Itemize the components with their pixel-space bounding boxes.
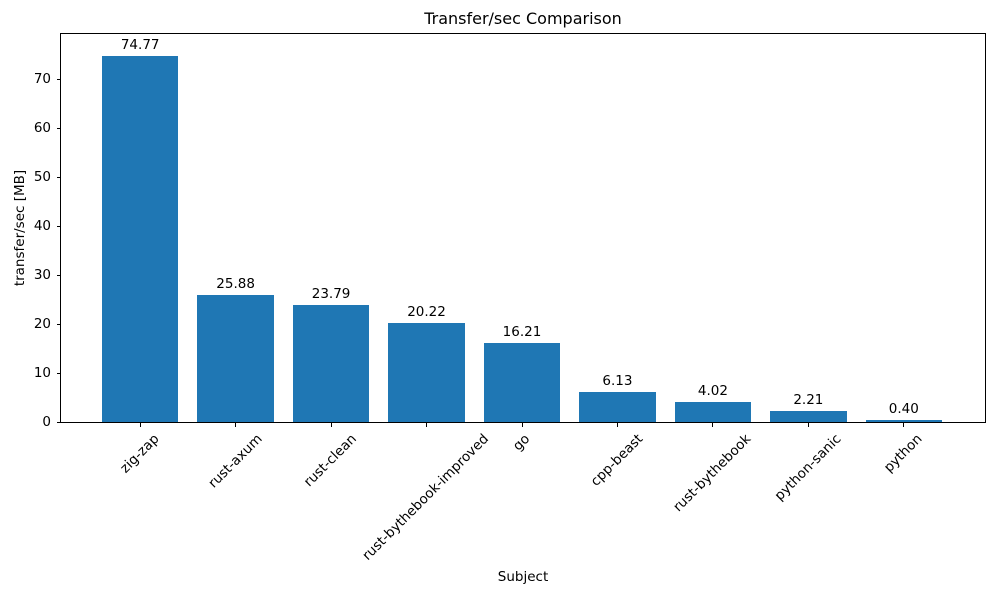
x-tick-label-cpp-beast: cpp-beast [587,431,647,490]
x-tick-mark [139,422,141,427]
bar-value-label: 74.77 [120,36,160,53]
x-tick-label-rust-bythebook-improved: rust-bythebook-improved [359,431,493,564]
x-tick-label-rust-bythebook: rust-bythebook [670,431,755,516]
bar-value-label: 4.02 [697,383,728,400]
bar-go [483,342,561,422]
bar-rust-bythebook [674,402,752,422]
bar-value-label: 0.40 [888,401,919,418]
x-axis-label: Subject [497,569,549,585]
y-tick-mark [56,176,61,178]
y-tick-mark [56,274,61,276]
x-tick-label-python: python [881,431,926,476]
x-tick-mark [426,422,428,427]
x-tick-mark [903,422,905,427]
y-tick-label: 10 [33,365,51,381]
y-tick-label: 0 [42,414,51,430]
y-tick-mark [56,421,61,423]
bar-rust-bythebook-improved [388,322,465,422]
bar-cpp-beast [579,391,656,422]
x-tick-label-rust-clean: rust-clean [300,431,361,491]
x-tick-label-go: go [509,431,534,455]
y-tick-label: 30 [33,267,51,284]
x-tick-label-rust-axum: rust-axum [205,431,266,492]
y-tick-mark [56,127,61,129]
bar-rust-axum [197,295,274,422]
bar-python [865,420,942,422]
x-tick-mark [521,422,523,427]
y-tick-label: 70 [33,71,51,88]
bar-value-label: 16.21 [502,323,542,340]
x-tick-mark [807,422,809,427]
x-tick-mark [616,422,618,427]
plot-area: 74.77 25.88 23.79 20.22 16.21 6.13 4.02 2.21 0.4… [60,33,986,423]
bar-value-label: 2.21 [793,392,824,409]
y-tick-mark [56,323,61,325]
y-tick-mark [56,225,61,227]
x-tick-mark [235,422,237,427]
y-tick-label: 40 [33,218,51,235]
bar-value-label: 6.13 [602,372,633,389]
y-tick-mark [56,372,61,374]
bar-value-label: 20.22 [407,303,446,320]
y-tick-label: 20 [33,316,51,333]
bar-python-sanic [770,411,847,422]
bar-value-label: 25.88 [216,276,255,293]
bar-zig-zap [102,55,179,422]
x-tick-label-zig-zap: zig-zap [117,431,163,477]
x-tick-mark [712,422,714,427]
y-tick-label: 60 [33,120,51,137]
x-tick-label-python-sanic: python-sanic [771,431,845,504]
bar-rust-clean [292,305,370,422]
bar-value-label: 23.79 [311,286,351,303]
x-tick-mark [330,422,332,427]
y-tick-label: 50 [33,169,51,186]
y-tick-mark [56,78,61,80]
chart-title: Transfer/sec Comparison [424,9,622,28]
